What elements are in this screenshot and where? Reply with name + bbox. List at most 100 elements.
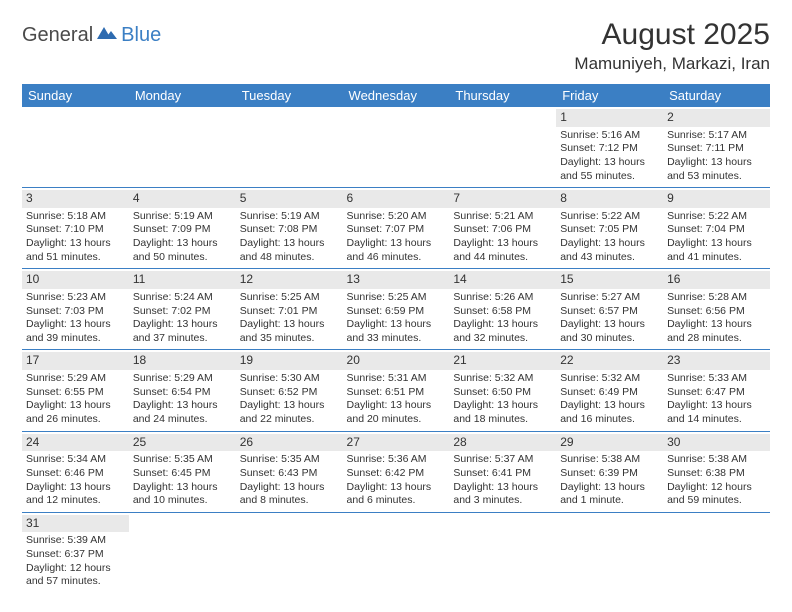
day-number: 17 [22,352,129,370]
calendar-week-row: 10Sunrise: 5:23 AMSunset: 7:03 PMDayligh… [22,269,770,350]
daylight-text: and 43 minutes. [560,251,659,265]
calendar-day-cell [343,512,450,593]
day-number: 16 [663,271,770,289]
day-number: 20 [343,352,450,370]
daylight-text: Daylight: 13 hours [26,318,125,332]
daylight-text: and 32 minutes. [453,332,552,346]
sunrise-text: Sunrise: 5:19 AM [133,210,232,224]
daylight-text: Daylight: 13 hours [26,481,125,495]
day-number: 7 [449,190,556,208]
calendar-day-cell: 24Sunrise: 5:34 AMSunset: 6:46 PMDayligh… [22,431,129,512]
daylight-text: and 8 minutes. [240,494,339,508]
calendar-day-cell: 30Sunrise: 5:38 AMSunset: 6:38 PMDayligh… [663,431,770,512]
sunset-text: Sunset: 6:51 PM [347,386,446,400]
calendar-day-cell: 6Sunrise: 5:20 AMSunset: 7:07 PMDaylight… [343,188,450,269]
logo-text-general: General [22,24,93,47]
sunset-text: Sunset: 6:39 PM [560,467,659,481]
daylight-text: Daylight: 12 hours [26,562,125,576]
day-number: 3 [22,190,129,208]
calendar-day-cell [236,512,343,593]
sunset-text: Sunset: 7:03 PM [26,305,125,319]
weekday-header: Saturday [663,84,770,107]
calendar-week-row: 17 Sunrise: 5:29 AM Sunset: 6:55 PM Dayligh… [22,350,770,431]
sunrise-text: Sunrise: 5:27 AM [560,291,659,305]
daylight-text: and 50 minutes. [133,251,232,265]
daylight-text: and 16 minutes. [560,413,659,427]
calendar-week-row: 3Sunrise: 5:18 AMSunset: 7:10 PMDaylight… [22,188,770,269]
sunrise-text: Sunrise: 5:28 AM [667,291,766,305]
daylight-text: and 20 minutes. [347,413,446,427]
title-block: August 2025 Mamuniyeh, Markazi, Iran [574,18,770,74]
daylight-text: and 46 minutes. [347,251,446,265]
calendar-day-cell: 18Sunrise: 5:29 AMSunset: 6:54 PMDayligh… [129,350,236,431]
sunset-text: Sunset: 6:45 PM [133,467,232,481]
day-number: 8 [556,190,663,208]
calendar-day-cell [663,512,770,593]
calendar-day-cell: 2Sunrise: 5:17 AMSunset: 7:11 PMDaylight… [663,107,770,188]
location: Mamuniyeh, Markazi, Iran [574,54,770,74]
calendar-day-cell [22,107,129,188]
sunset-text: Sunset: 6:56 PM [667,305,766,319]
sunrise-text: Sunrise: 5:18 AM [26,210,125,224]
calendar-day-cell: 17Sunrise: 5:29 AMSunset: 6:55 PMDayligh… [22,350,129,431]
daylight-text: Daylight: 13 hours [347,318,446,332]
calendar-day-cell: 11Sunrise: 5:24 AMSunset: 7:02 PMDayligh… [129,269,236,350]
sunrise-text: Sunrise: 5:33 AM [667,372,766,386]
sunrise-text: Sunrise: 5:24 AM [133,291,232,305]
daylight-text: and 53 minutes. [667,170,766,184]
calendar-day-cell: 27Sunrise: 5:36 AMSunset: 6:42 PMDayligh… [343,431,450,512]
sunrise-text: Sunrise: 5:25 AM [347,291,446,305]
daylight-text: Daylight: 13 hours [453,237,552,251]
sunset-text: Sunset: 7:12 PM [560,142,659,156]
calendar-day-cell: 7 Sunrise: 5:21 AMSunset: 7:06 PMDaylight… [449,188,556,269]
daylight-text: and 48 minutes. [240,251,339,265]
sunset-text: Sunset: 7:06 PM [453,223,552,237]
sunset-text: Sunset: 7:02 PM [133,305,232,319]
sunset-text: Sunset: 6:41 PM [453,467,552,481]
daylight-text: Daylight: 13 hours [240,318,339,332]
sunrise-text: Sunrise: 5:21 AM [453,210,552,224]
calendar-day-cell [343,107,450,188]
daylight-text: and 37 minutes. [133,332,232,346]
calendar-day-cell [129,107,236,188]
day-number: 14 [449,271,556,289]
calendar-day-cell: 12Sunrise: 5:25 AMSunset: 7:01 PMDayligh… [236,269,343,350]
calendar-day-cell: 29Sunrise: 5:38 AMSunset: 6:39 PMDayligh… [556,431,663,512]
calendar-day-cell: 19Sunrise: 5:30 AMSunset: 6:52 PMDayligh… [236,350,343,431]
weekday-header: Thursday [449,84,556,107]
sunset-text: Sunset: 6:57 PM [560,305,659,319]
sunrise-text: Sunrise: 5:22 AM [560,210,659,224]
day-number: 30 [663,434,770,452]
daylight-text: Daylight: 13 hours [667,318,766,332]
day-number: 28 [449,434,556,452]
daylight-text: and 1 minute. [560,494,659,508]
sunrise-text: Sunrise: 5:17 AM [667,129,766,143]
sunrise-text: Sunrise: 5:37 AM [453,453,552,467]
sunset-text: Sunset: 6:59 PM [347,305,446,319]
sunrise-text: Sunrise: 5:20 AM [347,210,446,224]
calendar-day-cell [236,107,343,188]
daylight-text: and 59 minutes. [667,494,766,508]
sunrise-text: Sunrise: 5:19 AM [240,210,339,224]
day-number: 25 [129,434,236,452]
sunset-text: Sunset: 6:55 PM [26,386,125,400]
day-number: 1 [556,109,663,127]
calendar-body: 1Sunrise: 5:16 AMSunset: 7:12 PMDaylight… [22,107,770,593]
daylight-text: Daylight: 13 hours [347,237,446,251]
sunset-text: Sunset: 6:37 PM [26,548,125,562]
calendar-day-cell: 23Sunrise: 5:33 AMSunset: 6:47 PMDayligh… [663,350,770,431]
calendar-day-cell: 26Sunrise: 5:35 AMSunset: 6:43 PMDayligh… [236,431,343,512]
sunrise-text: Sunrise: 5:23 AM [26,291,125,305]
daylight-text: Daylight: 13 hours [347,399,446,413]
sunrise-text: Sunrise: 5:29 AM [133,372,232,386]
daylight-text: and 51 minutes. [26,251,125,265]
sunrise-text: Sunrise: 5:36 AM [347,453,446,467]
daylight-text: Daylight: 13 hours [667,156,766,170]
calendar-day-cell: 22Sunrise: 5:32 AMSunset: 6:49 PMDayligh… [556,350,663,431]
day-number: 11 [129,271,236,289]
daylight-text: Daylight: 13 hours [453,318,552,332]
daylight-text: and 24 minutes. [133,413,232,427]
calendar-day-cell: 10 Sunrise: 5:23 AMSunset: 7:03 PMDayligh… [22,269,129,350]
calendar-day-cell: 21Sunrise: 5:32 AMSunset: 6:50 PMDayligh… [449,350,556,431]
day-number: 10 [22,271,129,289]
